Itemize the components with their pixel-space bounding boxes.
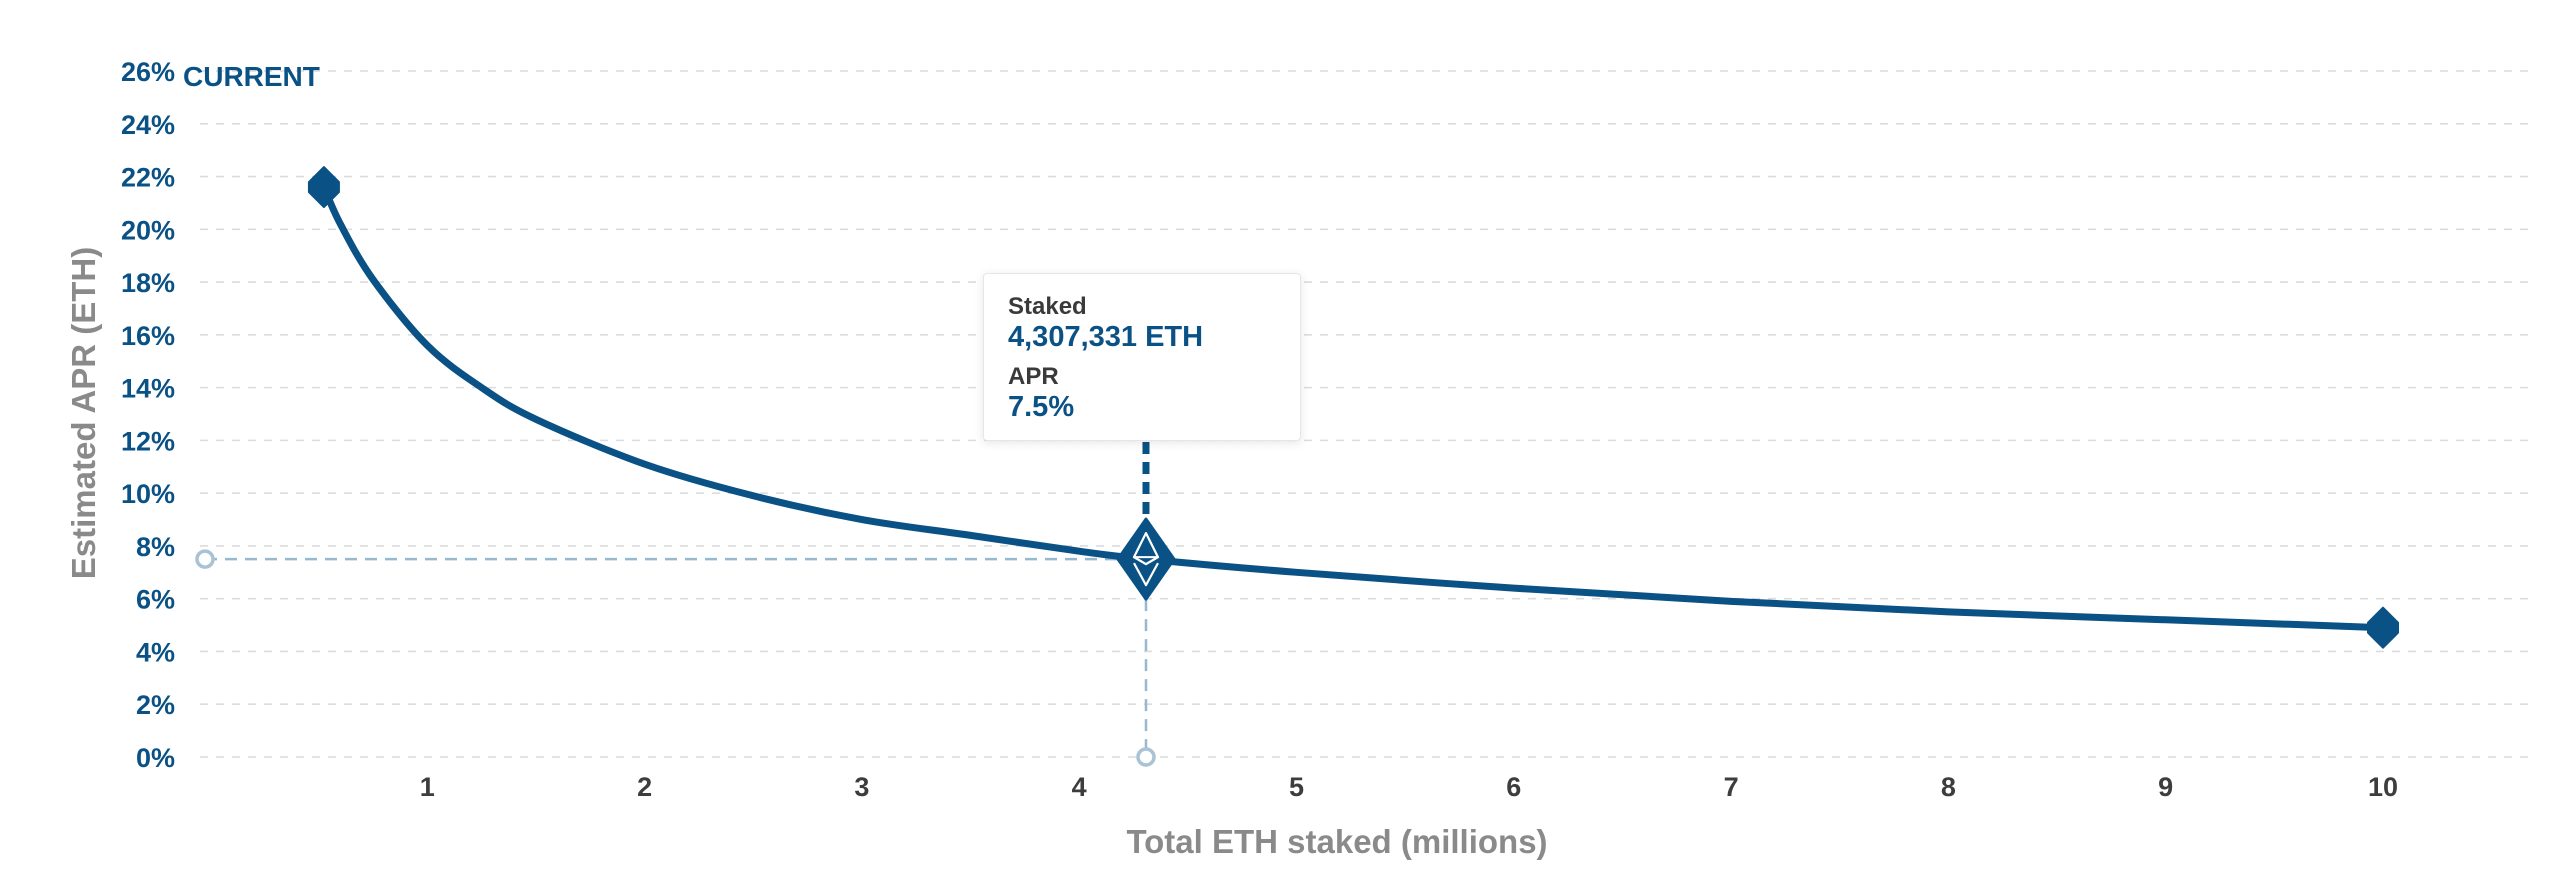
x-tick-label: 3 [854, 772, 869, 802]
y-tick-layer: 0% 2% 4% 6% 8% 10% 12% 14% 16% 18% 20% 22% 24% 26% [121, 57, 175, 773]
start-point-marker [307, 166, 340, 209]
x-tick-label: 8 [1941, 772, 1956, 802]
x-guide-marker [1136, 747, 1156, 767]
tooltip-apr-value: 7.5% [1008, 391, 1075, 423]
end-point-marker [2367, 606, 2399, 649]
grid-layer [200, 70, 2535, 758]
y-tick-label: 22% [121, 163, 175, 193]
apr-curve [320, 183, 2387, 632]
x-tick-layer: 1 2 3 4 5 6 7 8 9 10 [420, 772, 2398, 802]
tooltip-apr-label: APR [1008, 363, 1059, 390]
y-tick-label: 6% [136, 585, 175, 615]
y-tick-label: 4% [136, 637, 175, 667]
y-tick-label: 12% [121, 426, 175, 456]
y-tick-label: 24% [121, 110, 175, 140]
x-tick-label: 5 [1289, 772, 1304, 802]
y-tick-label: 26% [121, 57, 175, 87]
value-tooltip: Staked 4,307,331 ETH APR 7.5% [983, 273, 1301, 441]
y-tick-label: 10% [121, 479, 175, 509]
marker-layer [307, 166, 2399, 649]
y-tick-label: 2% [136, 690, 175, 720]
x-tick-label: 9 [2158, 772, 2173, 802]
y-tick-label: 18% [121, 268, 175, 298]
y-tick-label: 16% [121, 321, 175, 351]
tooltip-staked-value: 4,307,331 ETH [1008, 321, 1204, 353]
x-tick-label: 2 [637, 772, 652, 802]
eth-icon-top [1132, 532, 1160, 566]
y-guide-marker [195, 549, 215, 569]
line-layer [320, 183, 2387, 632]
tooltip-staked-label: Staked [1008, 293, 1087, 320]
current-annotation: CURRENT [183, 61, 320, 92]
y-tick-label: 8% [136, 532, 175, 562]
eth-icon [1116, 517, 1176, 601]
x-axis-title: Total ETH staked (millions) [1126, 823, 1547, 860]
x-tick-label: 6 [1506, 772, 1521, 802]
x-tick-label: 1 [420, 772, 435, 802]
y-tick-label: 14% [121, 374, 175, 404]
x-tick-label: 4 [1072, 772, 1087, 802]
x-tick-label: 10 [2368, 772, 2398, 802]
eth-icon-body [1116, 517, 1176, 601]
x-tick-label: 7 [1724, 772, 1739, 802]
y-tick-label: 0% [136, 743, 175, 773]
y-tick-label: 20% [121, 215, 175, 245]
eth-icon-bottom [1133, 562, 1159, 587]
guide-layer [195, 442, 1156, 767]
y-axis-title: Estimated APR (ETH) [65, 247, 102, 579]
